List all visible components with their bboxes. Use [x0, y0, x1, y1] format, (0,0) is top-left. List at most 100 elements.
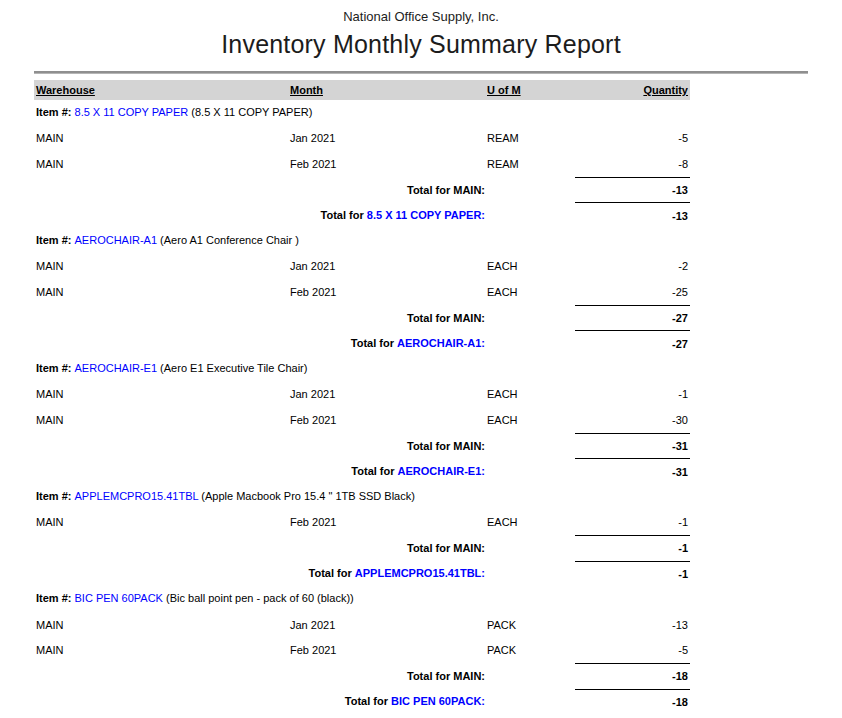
month-cell: Jan 2021 [290, 132, 487, 144]
uom-cell: EACH [487, 414, 575, 426]
warehouse-total-label: Total for MAIN: [36, 177, 485, 203]
item-header-row: Item #: BIC PEN 60PACK (Bic ball point p… [34, 586, 690, 612]
item-total-prefix: Total for [309, 567, 355, 579]
table-row: MAINFeb 2021EACH-30 [34, 407, 690, 433]
item-number-link[interactable]: APPLEMCPRO15.41TBL [75, 490, 199, 502]
column-header-month: Month [290, 84, 487, 96]
quantity-cell: -5 [575, 644, 690, 656]
warehouse-cell: MAIN [36, 516, 290, 528]
warehouse-total-row: Total for MAIN: -1 [34, 535, 690, 561]
quantity-cell: -1 [575, 388, 690, 400]
item-total-link[interactable]: AEROCHAIR-A1: [397, 337, 485, 349]
report-page: National Office Supply, Inc. Inventory M… [0, 0, 842, 718]
uom-cell: REAM [487, 132, 575, 144]
item-total-row: Total for 8.5 X 11 COPY PAPER:-13 [34, 202, 690, 228]
uom-cell: EACH [487, 516, 575, 528]
warehouse-total-label: Total for MAIN: [36, 535, 485, 561]
total-row-spacer [485, 177, 575, 203]
item-total-value: -27 [575, 330, 690, 356]
item-total-value: -1 [575, 561, 690, 587]
item-total-label: Total for AEROCHAIR-A1: [36, 330, 485, 356]
item-total-row: Total for APPLEMCPRO15.41TBL: -1 [34, 561, 690, 587]
item-total-link[interactable]: AEROCHAIR-E1: [398, 465, 485, 477]
item-number-link[interactable]: 8.5 X 11 COPY PAPER [75, 106, 189, 118]
month-cell: Feb 2021 [290, 414, 487, 426]
warehouse-cell: MAIN [36, 286, 290, 298]
item-description: (8.5 X 11 COPY PAPER) [188, 106, 312, 118]
table-row: MAINFeb 2021EACH-1 [34, 510, 690, 536]
total-row-spacer [485, 535, 575, 561]
warehouse-total-row: Total for MAIN:-27 [34, 305, 690, 331]
warehouse-cell: MAIN [36, 260, 290, 272]
table-row: MAINJan 2021EACH-1 [34, 382, 690, 408]
month-cell: Jan 2021 [290, 260, 487, 272]
warehouse-total-value: -13 [575, 177, 690, 203]
item-total-value: -31 [575, 458, 690, 484]
warehouse-total-value: -27 [575, 305, 690, 331]
month-cell: Feb 2021 [290, 644, 487, 656]
quantity-cell: -30 [575, 414, 690, 426]
uom-cell: EACH [487, 286, 575, 298]
item-total-link[interactable]: BIC PEN 60PACK: [391, 695, 485, 707]
quantity-cell: -1 [575, 516, 690, 528]
item-total-row: Total for AEROCHAIR-A1: -27 [34, 330, 690, 356]
table-row: MAINJan 2021EACH-2 [34, 254, 690, 280]
warehouse-cell: MAIN [36, 388, 290, 400]
header-divider [34, 71, 808, 74]
item-number-prefix: Item #: [36, 592, 75, 604]
uom-cell: PACK [487, 644, 575, 656]
item-header-row: Item #: AEROCHAIR-E1 (Aero E1 Executive … [34, 356, 690, 382]
quantity-cell: -8 [575, 158, 690, 170]
quantity-cell: -2 [575, 260, 690, 272]
quantity-cell: -5 [575, 132, 690, 144]
item-total-value: -13 [575, 202, 690, 228]
table-row: MAINFeb 2021EACH-25 [34, 279, 690, 305]
warehouse-cell: MAIN [36, 619, 290, 631]
item-number-link[interactable]: AEROCHAIR-E1 [75, 362, 158, 374]
total-row-spacer [485, 689, 575, 715]
warehouse-cell: MAIN [36, 644, 290, 656]
warehouse-cell: MAIN [36, 414, 290, 426]
report-body: Item #: 8.5 X 11 COPY PAPER (8.5 X 11 CO… [34, 100, 690, 714]
warehouse-total-label: Total for MAIN: [36, 433, 485, 459]
item-description: (Aero E1 Executive Tile Chair) [157, 362, 307, 374]
warehouse-total-row: Total for MAIN: -13 [34, 177, 690, 203]
total-row-spacer [485, 305, 575, 331]
item-total-link[interactable]: 8.5 X 11 COPY PAPER: [367, 209, 485, 221]
item-description: (Bic ball point pen - pack of 60 (black)… [163, 592, 354, 604]
warehouse-total-row: Total for MAIN: -31 [34, 433, 690, 459]
column-header-quantity: Quantity [575, 84, 690, 96]
quantity-cell: -25 [575, 286, 690, 298]
month-cell: Feb 2021 [290, 158, 487, 170]
total-row-spacer [485, 330, 575, 356]
table-row: MAINFeb 2021PACK-5 [34, 637, 690, 663]
item-total-prefix: Total for [351, 337, 397, 349]
item-number-link[interactable]: BIC PEN 60PACK [75, 592, 163, 604]
warehouse-total-value: -1 [575, 535, 690, 561]
total-row-spacer [485, 202, 575, 228]
month-cell: Jan 2021 [290, 388, 487, 400]
item-number-prefix: Item #: [36, 106, 75, 118]
warehouse-cell: MAIN [36, 158, 290, 170]
warehouse-total-row: Total for MAIN:-18 [34, 663, 690, 689]
warehouse-total-value: -31 [575, 433, 690, 459]
page-title: Inventory Monthly Summary Report [0, 30, 842, 59]
company-name: National Office Supply, Inc. [0, 0, 842, 24]
item-number-prefix: Item #: [36, 234, 75, 246]
item-total-row: Total for AEROCHAIR-E1:-31 [34, 458, 690, 484]
item-total-link[interactable]: APPLEMCPRO15.41TBL: [355, 567, 485, 579]
uom-cell: PACK [487, 619, 575, 631]
item-number-prefix: Item #: [36, 362, 75, 374]
total-row-spacer [485, 663, 575, 689]
item-header-row: Item #: APPLEMCPRO15.41TBL (Apple Macboo… [34, 484, 690, 510]
uom-cell: EACH [487, 388, 575, 400]
item-header-row: Item #: AEROCHAIR-A1 (Aero A1 Conference… [34, 228, 690, 254]
item-description: (Apple Macbook Pro 15.4 " 1TB SSD Black) [198, 490, 415, 502]
month-cell: Feb 2021 [290, 286, 487, 298]
month-cell: Feb 2021 [290, 516, 487, 528]
item-total-label: Total for BIC PEN 60PACK: [36, 689, 485, 715]
item-number-link[interactable]: AEROCHAIR-A1 [75, 234, 158, 246]
item-header-row: Item #: 8.5 X 11 COPY PAPER (8.5 X 11 CO… [34, 100, 690, 126]
item-description: (Aero A1 Conference Chair ) [157, 234, 299, 246]
uom-cell: REAM [487, 158, 575, 170]
